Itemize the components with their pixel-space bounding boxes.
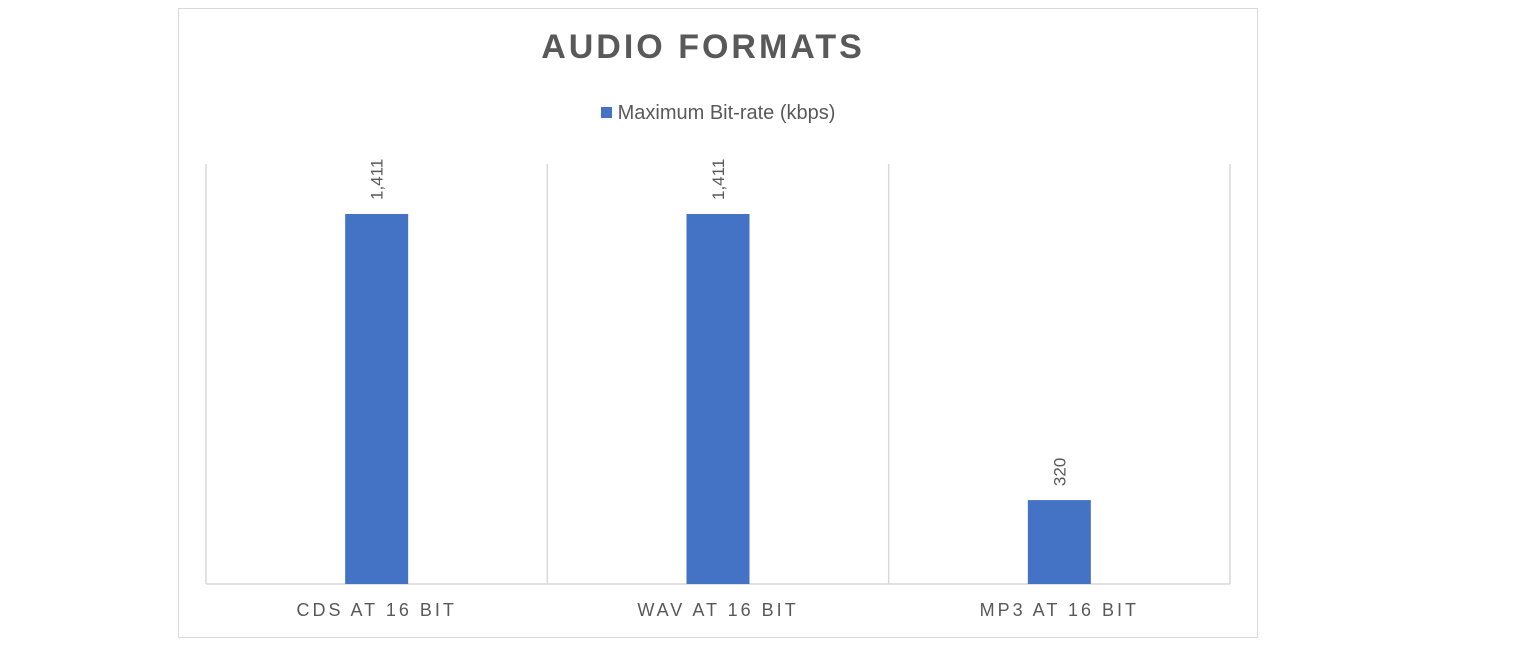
- x-tick-labels: CDS AT 16 BIT WAV AT 16 BIT MP3 AT 16 BIT: [296, 600, 1139, 620]
- bar: [345, 214, 409, 584]
- bars: [345, 214, 1091, 584]
- x-tick-label: WAV AT 16 BIT: [637, 600, 798, 620]
- x-tick-label: MP3 AT 16 BIT: [980, 600, 1139, 620]
- bar: [686, 214, 750, 584]
- data-label: 1,411: [709, 159, 728, 200]
- chart-title: AUDIO FORMATS: [541, 28, 865, 66]
- x-tick-label: CDS AT 16 BIT: [296, 600, 456, 620]
- legend-label: Maximum Bit-rate (kbps): [617, 102, 836, 124]
- bar: [1027, 500, 1091, 584]
- legend-swatch: [600, 106, 612, 118]
- category-separators: [205, 164, 1231, 584]
- legend: Maximum Bit-rate (kbps): [0, 102, 1436, 125]
- data-labels: 1,411 1,411 320: [368, 159, 1070, 486]
- data-label: 320: [1050, 458, 1069, 486]
- data-label: 1,411: [368, 159, 387, 200]
